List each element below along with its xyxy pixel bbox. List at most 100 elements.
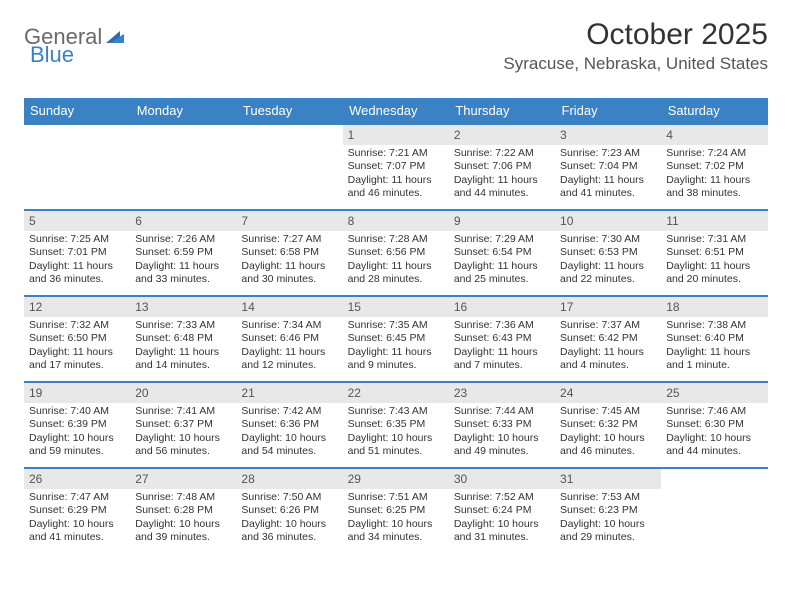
sunrise-line: Sunrise: 7:42 AM: [241, 405, 337, 418]
daylight-line: Daylight: 10 hours and 56 minutes.: [135, 432, 231, 459]
day-content: Sunrise: 7:42 AMSunset: 6:36 PMDaylight:…: [236, 403, 342, 463]
day-content: Sunrise: 7:27 AMSunset: 6:58 PMDaylight:…: [236, 231, 342, 291]
day-cell: [236, 124, 342, 210]
daylight-line: Daylight: 11 hours and 28 minutes.: [348, 260, 444, 287]
sunrise-line: Sunrise: 7:27 AM: [241, 233, 337, 246]
sunrise-line: Sunrise: 7:37 AM: [560, 319, 656, 332]
day-cell: [130, 124, 236, 210]
sunrise-line: Sunrise: 7:28 AM: [348, 233, 444, 246]
day-content: Sunrise: 7:38 AMSunset: 6:40 PMDaylight:…: [661, 317, 767, 377]
calendar-table: Sunday Monday Tuesday Wednesday Thursday…: [24, 98, 768, 554]
daylight-line: Daylight: 11 hours and 14 minutes.: [135, 346, 231, 373]
daylight-line: Daylight: 10 hours and 41 minutes.: [29, 518, 125, 545]
day-number: 13: [130, 297, 236, 317]
day-content: Sunrise: 7:26 AMSunset: 6:59 PMDaylight:…: [130, 231, 236, 291]
day-number: 12: [24, 297, 130, 317]
day-content: Sunrise: 7:32 AMSunset: 6:50 PMDaylight:…: [24, 317, 130, 377]
sunrise-line: Sunrise: 7:48 AM: [135, 491, 231, 504]
daylight-line: Daylight: 10 hours and 34 minutes.: [348, 518, 444, 545]
day-cell: 4Sunrise: 7:24 AMSunset: 7:02 PMDaylight…: [661, 124, 767, 210]
day-content: Sunrise: 7:47 AMSunset: 6:29 PMDaylight:…: [24, 489, 130, 549]
daylight-line: Daylight: 10 hours and 44 minutes.: [666, 432, 762, 459]
day-number: 16: [449, 297, 555, 317]
sunrise-line: Sunrise: 7:43 AM: [348, 405, 444, 418]
sunset-line: Sunset: 6:35 PM: [348, 418, 444, 431]
day-cell: 15Sunrise: 7:35 AMSunset: 6:45 PMDayligh…: [343, 296, 449, 382]
day-number: 22: [343, 383, 449, 403]
month-title: October 2025: [503, 18, 768, 52]
sunrise-line: Sunrise: 7:30 AM: [560, 233, 656, 246]
sunset-line: Sunset: 6:39 PM: [29, 418, 125, 431]
day-number: 6: [130, 211, 236, 231]
day-number: 24: [555, 383, 661, 403]
sunset-line: Sunset: 6:40 PM: [666, 332, 762, 345]
day-cell: 31Sunrise: 7:53 AMSunset: 6:23 PMDayligh…: [555, 468, 661, 554]
day-cell: 22Sunrise: 7:43 AMSunset: 6:35 PMDayligh…: [343, 382, 449, 468]
sunset-line: Sunset: 6:26 PM: [241, 504, 337, 517]
sunset-line: Sunset: 6:45 PM: [348, 332, 444, 345]
col-header-thu: Thursday: [449, 98, 555, 124]
day-number: 29: [343, 469, 449, 489]
day-cell: 29Sunrise: 7:51 AMSunset: 6:25 PMDayligh…: [343, 468, 449, 554]
daylight-line: Daylight: 11 hours and 20 minutes.: [666, 260, 762, 287]
day-number: 17: [555, 297, 661, 317]
day-content: Sunrise: 7:29 AMSunset: 6:54 PMDaylight:…: [449, 231, 555, 291]
logo-flag-icon: [106, 29, 128, 47]
day-content: Sunrise: 7:34 AMSunset: 6:46 PMDaylight:…: [236, 317, 342, 377]
day-header-row: Sunday Monday Tuesday Wednesday Thursday…: [24, 98, 768, 124]
daylight-line: Daylight: 11 hours and 9 minutes.: [348, 346, 444, 373]
day-cell: 28Sunrise: 7:50 AMSunset: 6:26 PMDayligh…: [236, 468, 342, 554]
day-number: 9: [449, 211, 555, 231]
daylight-line: Daylight: 11 hours and 1 minute.: [666, 346, 762, 373]
calendar-page: General October 2025 Syracuse, Nebraska,…: [0, 0, 792, 564]
sunrise-line: Sunrise: 7:23 AM: [560, 147, 656, 160]
daylight-line: Daylight: 11 hours and 22 minutes.: [560, 260, 656, 287]
day-number: 7: [236, 211, 342, 231]
daylight-line: Daylight: 11 hours and 36 minutes.: [29, 260, 125, 287]
daylight-line: Daylight: 11 hours and 46 minutes.: [348, 174, 444, 201]
day-cell: 9Sunrise: 7:29 AMSunset: 6:54 PMDaylight…: [449, 210, 555, 296]
day-number: 11: [661, 211, 767, 231]
sunrise-line: Sunrise: 7:52 AM: [454, 491, 550, 504]
sunrise-line: Sunrise: 7:46 AM: [666, 405, 762, 418]
logo-blue-text-wrap: Blue: [30, 42, 74, 68]
day-cell: 24Sunrise: 7:45 AMSunset: 6:32 PMDayligh…: [555, 382, 661, 468]
day-cell: [661, 468, 767, 554]
sunset-line: Sunset: 6:42 PM: [560, 332, 656, 345]
day-number: 28: [236, 469, 342, 489]
col-header-tue: Tuesday: [236, 98, 342, 124]
daylight-line: Daylight: 10 hours and 39 minutes.: [135, 518, 231, 545]
daylight-line: Daylight: 11 hours and 12 minutes.: [241, 346, 337, 373]
sunset-line: Sunset: 6:43 PM: [454, 332, 550, 345]
daylight-line: Daylight: 11 hours and 7 minutes.: [454, 346, 550, 373]
sunset-line: Sunset: 6:59 PM: [135, 246, 231, 259]
sunset-line: Sunset: 7:04 PM: [560, 160, 656, 173]
day-content: Sunrise: 7:35 AMSunset: 6:45 PMDaylight:…: [343, 317, 449, 377]
sunrise-line: Sunrise: 7:51 AM: [348, 491, 444, 504]
day-content: Sunrise: 7:40 AMSunset: 6:39 PMDaylight:…: [24, 403, 130, 463]
daylight-line: Daylight: 11 hours and 38 minutes.: [666, 174, 762, 201]
sunset-line: Sunset: 6:51 PM: [666, 246, 762, 259]
day-number: 30: [449, 469, 555, 489]
sunrise-line: Sunrise: 7:41 AM: [135, 405, 231, 418]
day-number: 3: [555, 125, 661, 145]
day-cell: 17Sunrise: 7:37 AMSunset: 6:42 PMDayligh…: [555, 296, 661, 382]
sunset-line: Sunset: 6:58 PM: [241, 246, 337, 259]
day-cell: 27Sunrise: 7:48 AMSunset: 6:28 PMDayligh…: [130, 468, 236, 554]
sunrise-line: Sunrise: 7:29 AM: [454, 233, 550, 246]
day-content: Sunrise: 7:22 AMSunset: 7:06 PMDaylight:…: [449, 145, 555, 205]
daylight-line: Daylight: 10 hours and 46 minutes.: [560, 432, 656, 459]
week-row: 26Sunrise: 7:47 AMSunset: 6:29 PMDayligh…: [24, 468, 768, 554]
day-cell: 6Sunrise: 7:26 AMSunset: 6:59 PMDaylight…: [130, 210, 236, 296]
day-cell: 20Sunrise: 7:41 AMSunset: 6:37 PMDayligh…: [130, 382, 236, 468]
day-cell: 19Sunrise: 7:40 AMSunset: 6:39 PMDayligh…: [24, 382, 130, 468]
sunrise-line: Sunrise: 7:31 AM: [666, 233, 762, 246]
day-number: 8: [343, 211, 449, 231]
sunrise-line: Sunrise: 7:44 AM: [454, 405, 550, 418]
week-row: 12Sunrise: 7:32 AMSunset: 6:50 PMDayligh…: [24, 296, 768, 382]
sunrise-line: Sunrise: 7:53 AM: [560, 491, 656, 504]
day-content: Sunrise: 7:37 AMSunset: 6:42 PMDaylight:…: [555, 317, 661, 377]
daylight-line: Daylight: 10 hours and 36 minutes.: [241, 518, 337, 545]
page-header: General October 2025 Syracuse, Nebraska,…: [24, 18, 768, 74]
sunrise-line: Sunrise: 7:25 AM: [29, 233, 125, 246]
